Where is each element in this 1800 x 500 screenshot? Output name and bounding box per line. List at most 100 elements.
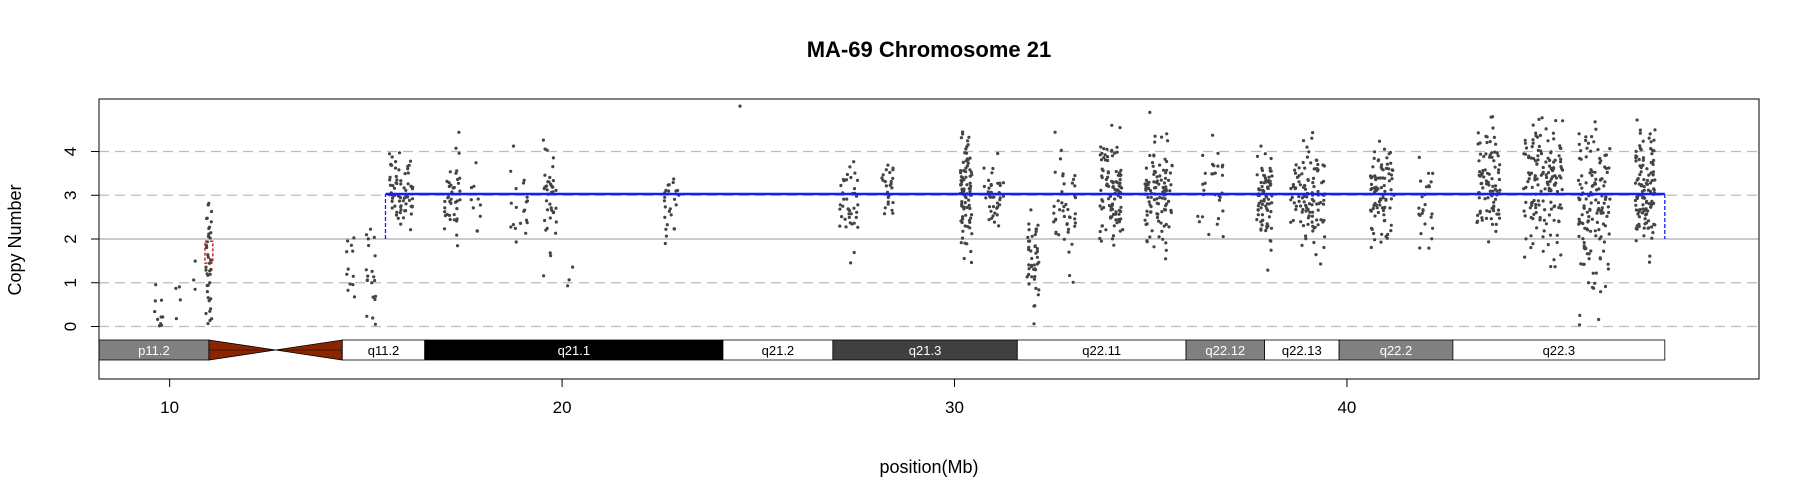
data-point (554, 188, 558, 192)
data-point (365, 314, 369, 318)
data-point (840, 215, 844, 219)
data-point (1118, 178, 1122, 182)
ideogram: p11.2 q11.2 q21.1 q21.2 q21.3 q22.11 q22.12 q22… (98, 339, 1666, 361)
data-point (1558, 146, 1562, 150)
data-point (545, 148, 549, 152)
data-point (886, 202, 890, 206)
data-point (1058, 157, 1063, 161)
data-point (1311, 181, 1315, 185)
data-point (1068, 273, 1072, 278)
data-point (1578, 198, 1582, 202)
data-point (1264, 194, 1268, 198)
data-point (1603, 224, 1607, 228)
data-point (1647, 136, 1651, 140)
data-point (1099, 239, 1103, 243)
data-point (511, 223, 515, 227)
data-point (982, 166, 986, 170)
data-point (991, 214, 995, 218)
data-point (1642, 226, 1646, 230)
data-point (1489, 217, 1493, 221)
data-point (1322, 198, 1326, 202)
data-point (1297, 180, 1301, 184)
data-point (1167, 225, 1171, 229)
data-point (514, 240, 518, 244)
data-point (1607, 166, 1611, 170)
cytoband-label: q22.12 (1205, 343, 1245, 358)
data-point (1483, 168, 1487, 172)
data-point (963, 201, 967, 205)
data-point (1269, 226, 1274, 230)
data-point (1060, 190, 1064, 194)
data-point (1527, 177, 1531, 181)
data-point (1259, 180, 1263, 185)
data-point (1484, 134, 1488, 138)
data-point (1108, 194, 1113, 198)
data-point (1638, 131, 1642, 135)
data-point (1211, 162, 1215, 166)
data-point (1147, 200, 1151, 204)
data-point (996, 151, 1000, 156)
data-point (1420, 211, 1424, 215)
data-point (1653, 128, 1657, 132)
data-point (1388, 206, 1392, 210)
data-point (852, 250, 856, 255)
data-point (1484, 216, 1489, 220)
data-point (395, 178, 399, 182)
data-point (672, 227, 676, 231)
data-point (1591, 271, 1595, 275)
data-point (1319, 262, 1323, 266)
data-point (373, 254, 377, 258)
x-tick-label: 20 (553, 398, 572, 417)
data-point (1145, 209, 1149, 213)
data-point (1605, 170, 1609, 174)
data-point (1110, 203, 1115, 207)
data-point (1156, 202, 1161, 206)
data-point (1586, 228, 1590, 232)
data-point (1113, 187, 1117, 191)
data-point (1547, 186, 1551, 190)
data-point (1315, 218, 1319, 222)
data-point (664, 188, 668, 192)
data-point (1638, 164, 1642, 168)
data-point (1157, 182, 1161, 186)
data-point (373, 322, 377, 326)
data-point (208, 269, 212, 273)
data-point (1384, 166, 1389, 170)
data-point (1054, 230, 1058, 234)
data-point (1479, 182, 1483, 186)
data-point (395, 181, 399, 186)
data-point (1310, 214, 1314, 218)
data-point (1534, 202, 1538, 207)
data-point (1584, 181, 1588, 185)
data-point (1061, 174, 1065, 178)
data-point (177, 285, 181, 289)
data-point (1297, 194, 1301, 199)
data-point (1289, 220, 1293, 224)
data-point (469, 186, 474, 190)
cytoband (1452, 339, 1666, 361)
data-point (1593, 120, 1597, 124)
data-point (662, 199, 667, 203)
data-point (1062, 237, 1066, 241)
data-point (1034, 286, 1038, 290)
data-point (1598, 156, 1602, 160)
data-point (1147, 186, 1151, 190)
data-point (667, 189, 671, 193)
data-point (1490, 222, 1495, 226)
data-point (1300, 210, 1304, 214)
data-point (1652, 222, 1656, 226)
data-point (174, 286, 178, 290)
data-point (448, 170, 452, 174)
data-point (209, 209, 214, 214)
data-point (551, 165, 555, 169)
data-point (853, 171, 857, 175)
data-point (1606, 262, 1610, 266)
data-point (509, 169, 513, 173)
data-point (1590, 184, 1594, 188)
data-point (1530, 185, 1534, 189)
data-point (1110, 123, 1114, 127)
data-point (1524, 185, 1528, 189)
data-point (1303, 166, 1307, 170)
data-point (1319, 218, 1323, 222)
data-point (1109, 215, 1113, 219)
